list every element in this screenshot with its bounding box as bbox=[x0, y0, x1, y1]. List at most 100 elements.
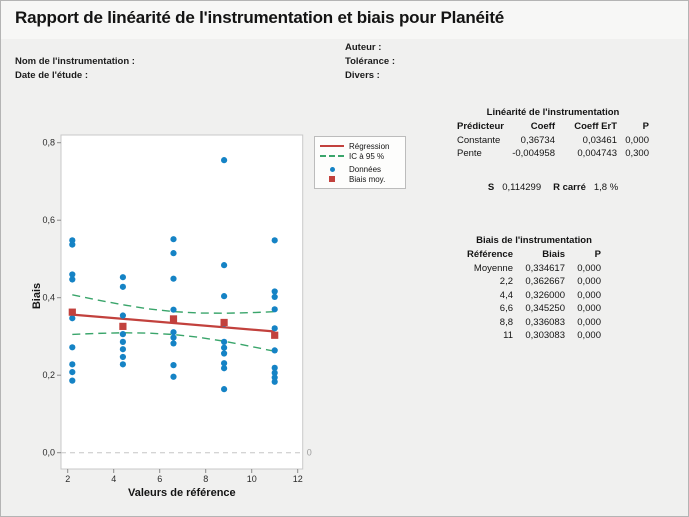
data-point bbox=[271, 288, 278, 295]
bias-mean-marker bbox=[68, 308, 76, 316]
table-row: 11 0,303083 0,000 bbox=[467, 329, 601, 343]
plot-area bbox=[60, 134, 304, 470]
data-point bbox=[221, 157, 228, 164]
column-header: Coeff ErT bbox=[574, 121, 617, 132]
table-cell: 0,000 bbox=[577, 289, 601, 301]
gage-linearity-chart: 0 2 4 6 8 10 12 0,0 0,2 0,4 0,6 0,8 Biais Valeurs de … bbox=[29, 121, 424, 516]
data-point bbox=[170, 275, 177, 282]
data-point bbox=[119, 361, 126, 368]
table-title: Linéarité de l'instrumentation bbox=[486, 107, 620, 118]
data-point bbox=[170, 306, 177, 313]
chart-canvas: 0 2 4 6 8 10 12 0,0 0,2 0,4 0,6 0,8 Biais Valeurs de … bbox=[31, 134, 312, 499]
model-summary: S 0,114299 R carré 1,8 % bbox=[457, 182, 649, 193]
field-tolerance-label: Tolérance : bbox=[345, 56, 395, 67]
data-point bbox=[69, 276, 76, 283]
table-row: 2,2 0,362667 0,000 bbox=[467, 275, 601, 289]
table-cell: Pente bbox=[457, 148, 482, 159]
data-point bbox=[221, 338, 228, 345]
s-value: 0,114299 bbox=[502, 182, 542, 193]
y-tick-label: 0,6 bbox=[42, 215, 55, 225]
data-point bbox=[271, 237, 278, 244]
legend-label: Régression bbox=[349, 141, 390, 151]
data-point bbox=[271, 378, 278, 385]
x-tick-label: 6 bbox=[157, 474, 162, 484]
bias-mean-marker bbox=[271, 331, 279, 339]
ci-lower-line bbox=[72, 332, 275, 352]
data-point bbox=[69, 237, 76, 244]
x-tick-label: 12 bbox=[293, 474, 303, 484]
data-point bbox=[170, 334, 177, 341]
dot-icon bbox=[320, 166, 344, 172]
table-cell: 0,334617 bbox=[525, 262, 565, 274]
table-cell: 0,336083 bbox=[525, 316, 565, 328]
data-point bbox=[170, 362, 177, 369]
table-cell: 0,004743 bbox=[577, 148, 617, 159]
data-point bbox=[69, 361, 76, 368]
legend-item: IC à 95 % bbox=[320, 151, 401, 161]
regression-line bbox=[72, 313, 275, 333]
table-cell: 2,2 bbox=[499, 276, 513, 287]
table-row: 6,6 0,345250 0,000 bbox=[467, 302, 601, 316]
table-cell: 11 bbox=[503, 330, 513, 341]
data-point bbox=[221, 293, 228, 300]
column-header: P bbox=[594, 249, 601, 260]
bias-mean-marker bbox=[220, 318, 228, 327]
field-date-label: Date de l'étude : bbox=[15, 70, 88, 81]
legend-item: Régression bbox=[320, 141, 401, 151]
bias-table: Biais de l'instrumentation Référence Biais… bbox=[467, 234, 601, 343]
table-cell: 0,000 bbox=[577, 262, 601, 274]
report-title: Rapport de linéarité de l'instrumentatio… bbox=[15, 8, 505, 27]
data-point bbox=[170, 250, 177, 257]
data-point bbox=[119, 331, 126, 338]
data-point bbox=[170, 236, 177, 243]
bias-mean-marker bbox=[119, 322, 127, 330]
table-cell: 4,4 bbox=[499, 289, 513, 301]
table-row: Constante 0,36734 0,03461 0,000 bbox=[457, 134, 649, 148]
y-tick-label: 0,2 bbox=[42, 370, 55, 380]
table-row: 4,4 0,326000 0,000 bbox=[467, 289, 601, 303]
table-header-row: Prédicteur Coeff Coeff ErT P bbox=[457, 120, 649, 134]
table-row: 8,8 0,336083 0,000 bbox=[467, 316, 601, 330]
y-axis-title: Biais bbox=[31, 283, 43, 309]
data-point bbox=[221, 344, 228, 351]
table-title: Biais de l'instrumentation bbox=[476, 235, 592, 246]
table-cell: 6,6 bbox=[499, 303, 513, 314]
y-tick-label: 0,4 bbox=[42, 293, 55, 303]
table-cell: 0,300 bbox=[625, 148, 649, 159]
data-point bbox=[170, 329, 177, 336]
data-point bbox=[69, 369, 76, 376]
dashed-line-icon bbox=[320, 155, 344, 157]
column-header: Référence bbox=[467, 249, 513, 260]
table-header-row: Référence Biais P bbox=[467, 248, 601, 262]
field-divers-label: Divers : bbox=[345, 70, 380, 81]
x-tick-label: 4 bbox=[111, 474, 116, 484]
field-auteur-label: Auteur : bbox=[345, 42, 382, 53]
data-point bbox=[221, 386, 228, 393]
table-cell: 0,303083 bbox=[525, 330, 565, 341]
table-cell: -0,004958 bbox=[512, 148, 555, 159]
rsq-value: 1,8 % bbox=[593, 182, 619, 193]
legend-item: Données bbox=[320, 164, 401, 174]
title-band bbox=[1, 1, 688, 39]
column-header: Prédicteur bbox=[457, 121, 504, 132]
field-nom-label: Nom de l'instrumentation : bbox=[15, 56, 135, 67]
data-point bbox=[69, 241, 76, 248]
stats-table: Référence Biais P Moyenne 0,334617 0,000 2,2 0,… bbox=[467, 248, 601, 343]
data-point bbox=[221, 262, 228, 269]
data-point bbox=[271, 306, 278, 313]
data-point bbox=[221, 350, 228, 357]
data-point bbox=[271, 374, 278, 381]
y-tick-label: 0,0 bbox=[42, 448, 55, 458]
table-cell: 0,000 bbox=[577, 276, 601, 287]
data-point bbox=[170, 340, 177, 347]
column-header: P bbox=[642, 121, 649, 132]
data-point bbox=[271, 325, 278, 332]
data-point bbox=[119, 283, 126, 290]
y-tick-label: 0,8 bbox=[42, 138, 55, 148]
line-icon bbox=[320, 145, 344, 147]
table-cell: 0,000 bbox=[577, 330, 601, 341]
data-point bbox=[271, 347, 278, 354]
data-point bbox=[69, 377, 76, 384]
table-cell: 0,000 bbox=[577, 316, 601, 328]
table-cell: 0,345250 bbox=[525, 303, 565, 314]
